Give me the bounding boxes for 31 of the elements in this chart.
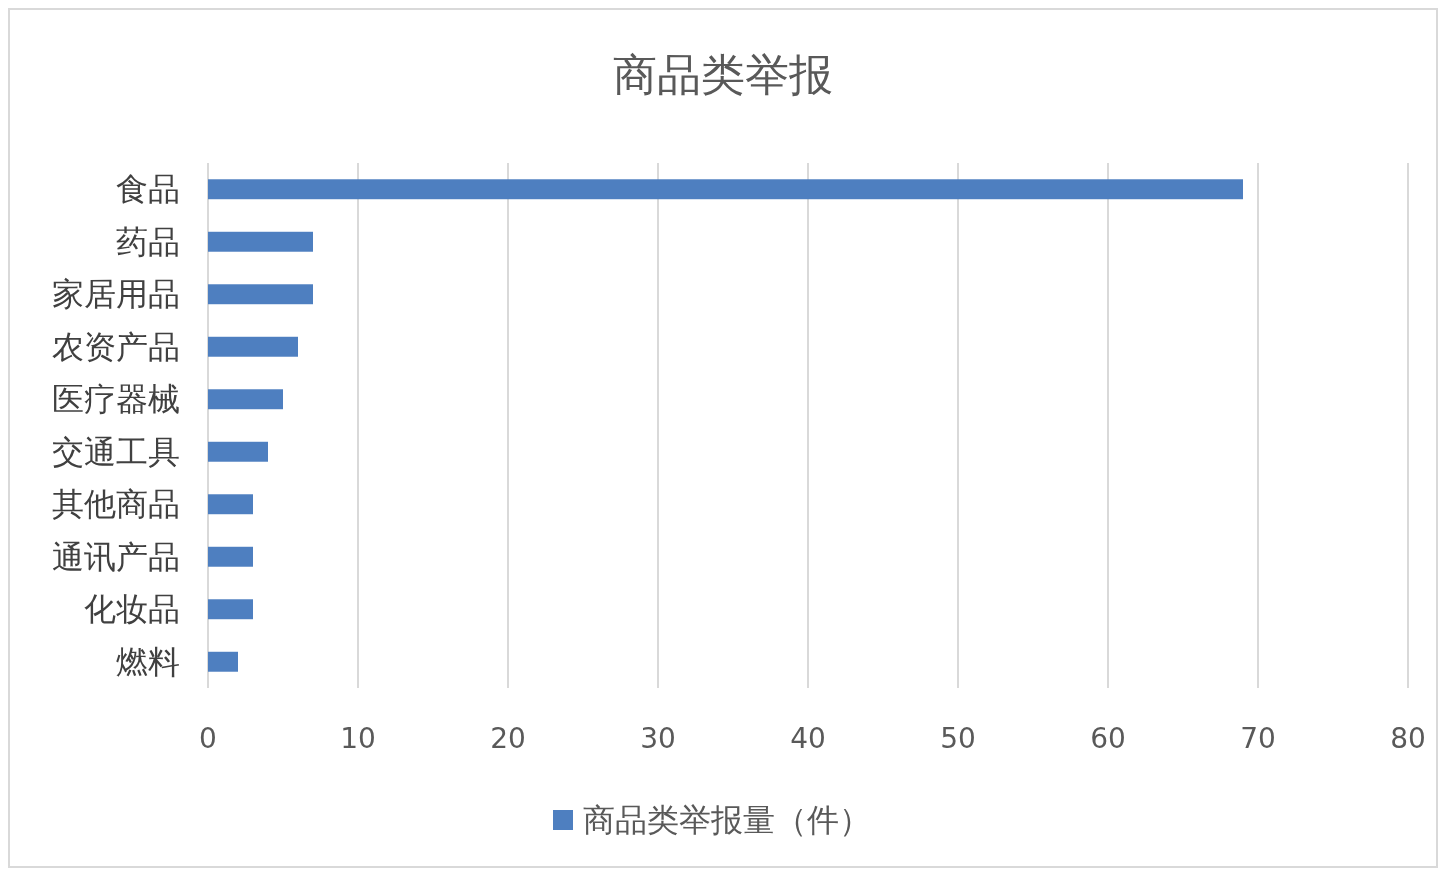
bar bbox=[208, 336, 298, 357]
chart-title: 商品类举报 bbox=[613, 49, 833, 100]
y-tick-label: 医疗器械 bbox=[52, 380, 180, 419]
y-tick-label: 通讯产品 bbox=[52, 537, 180, 576]
y-tick-label: 食品 bbox=[116, 170, 180, 209]
x-tick-label: 50 bbox=[940, 722, 976, 755]
x-tick-label: 80 bbox=[1390, 722, 1426, 755]
bar bbox=[208, 651, 238, 672]
bar bbox=[208, 546, 253, 567]
y-tick-label: 家居用品 bbox=[52, 275, 180, 314]
y-tick-label: 药品 bbox=[116, 222, 180, 261]
legend-label: 商品类举报量（件） bbox=[583, 801, 871, 840]
bar bbox=[208, 284, 313, 305]
bar bbox=[208, 231, 313, 252]
x-tick-label: 30 bbox=[640, 722, 676, 755]
bar bbox=[208, 494, 253, 515]
y-tick-label: 农资产品 bbox=[52, 327, 180, 366]
bar bbox=[208, 441, 268, 462]
y-tick-label: 燃料 bbox=[116, 642, 180, 681]
x-tick-label: 70 bbox=[1240, 722, 1276, 755]
y-tick-label: 其他商品 bbox=[52, 485, 180, 524]
bar bbox=[208, 389, 283, 410]
x-tick-label: 60 bbox=[1090, 722, 1126, 755]
x-tick-label: 0 bbox=[199, 722, 217, 755]
bar bbox=[208, 179, 1243, 200]
y-tick-label: 化妆品 bbox=[84, 590, 180, 629]
x-tick-label: 40 bbox=[790, 722, 826, 755]
y-tick-label: 交通工具 bbox=[52, 432, 180, 471]
x-tick-label: 20 bbox=[490, 722, 526, 755]
bar bbox=[208, 599, 253, 620]
x-tick-label: 10 bbox=[340, 722, 376, 755]
